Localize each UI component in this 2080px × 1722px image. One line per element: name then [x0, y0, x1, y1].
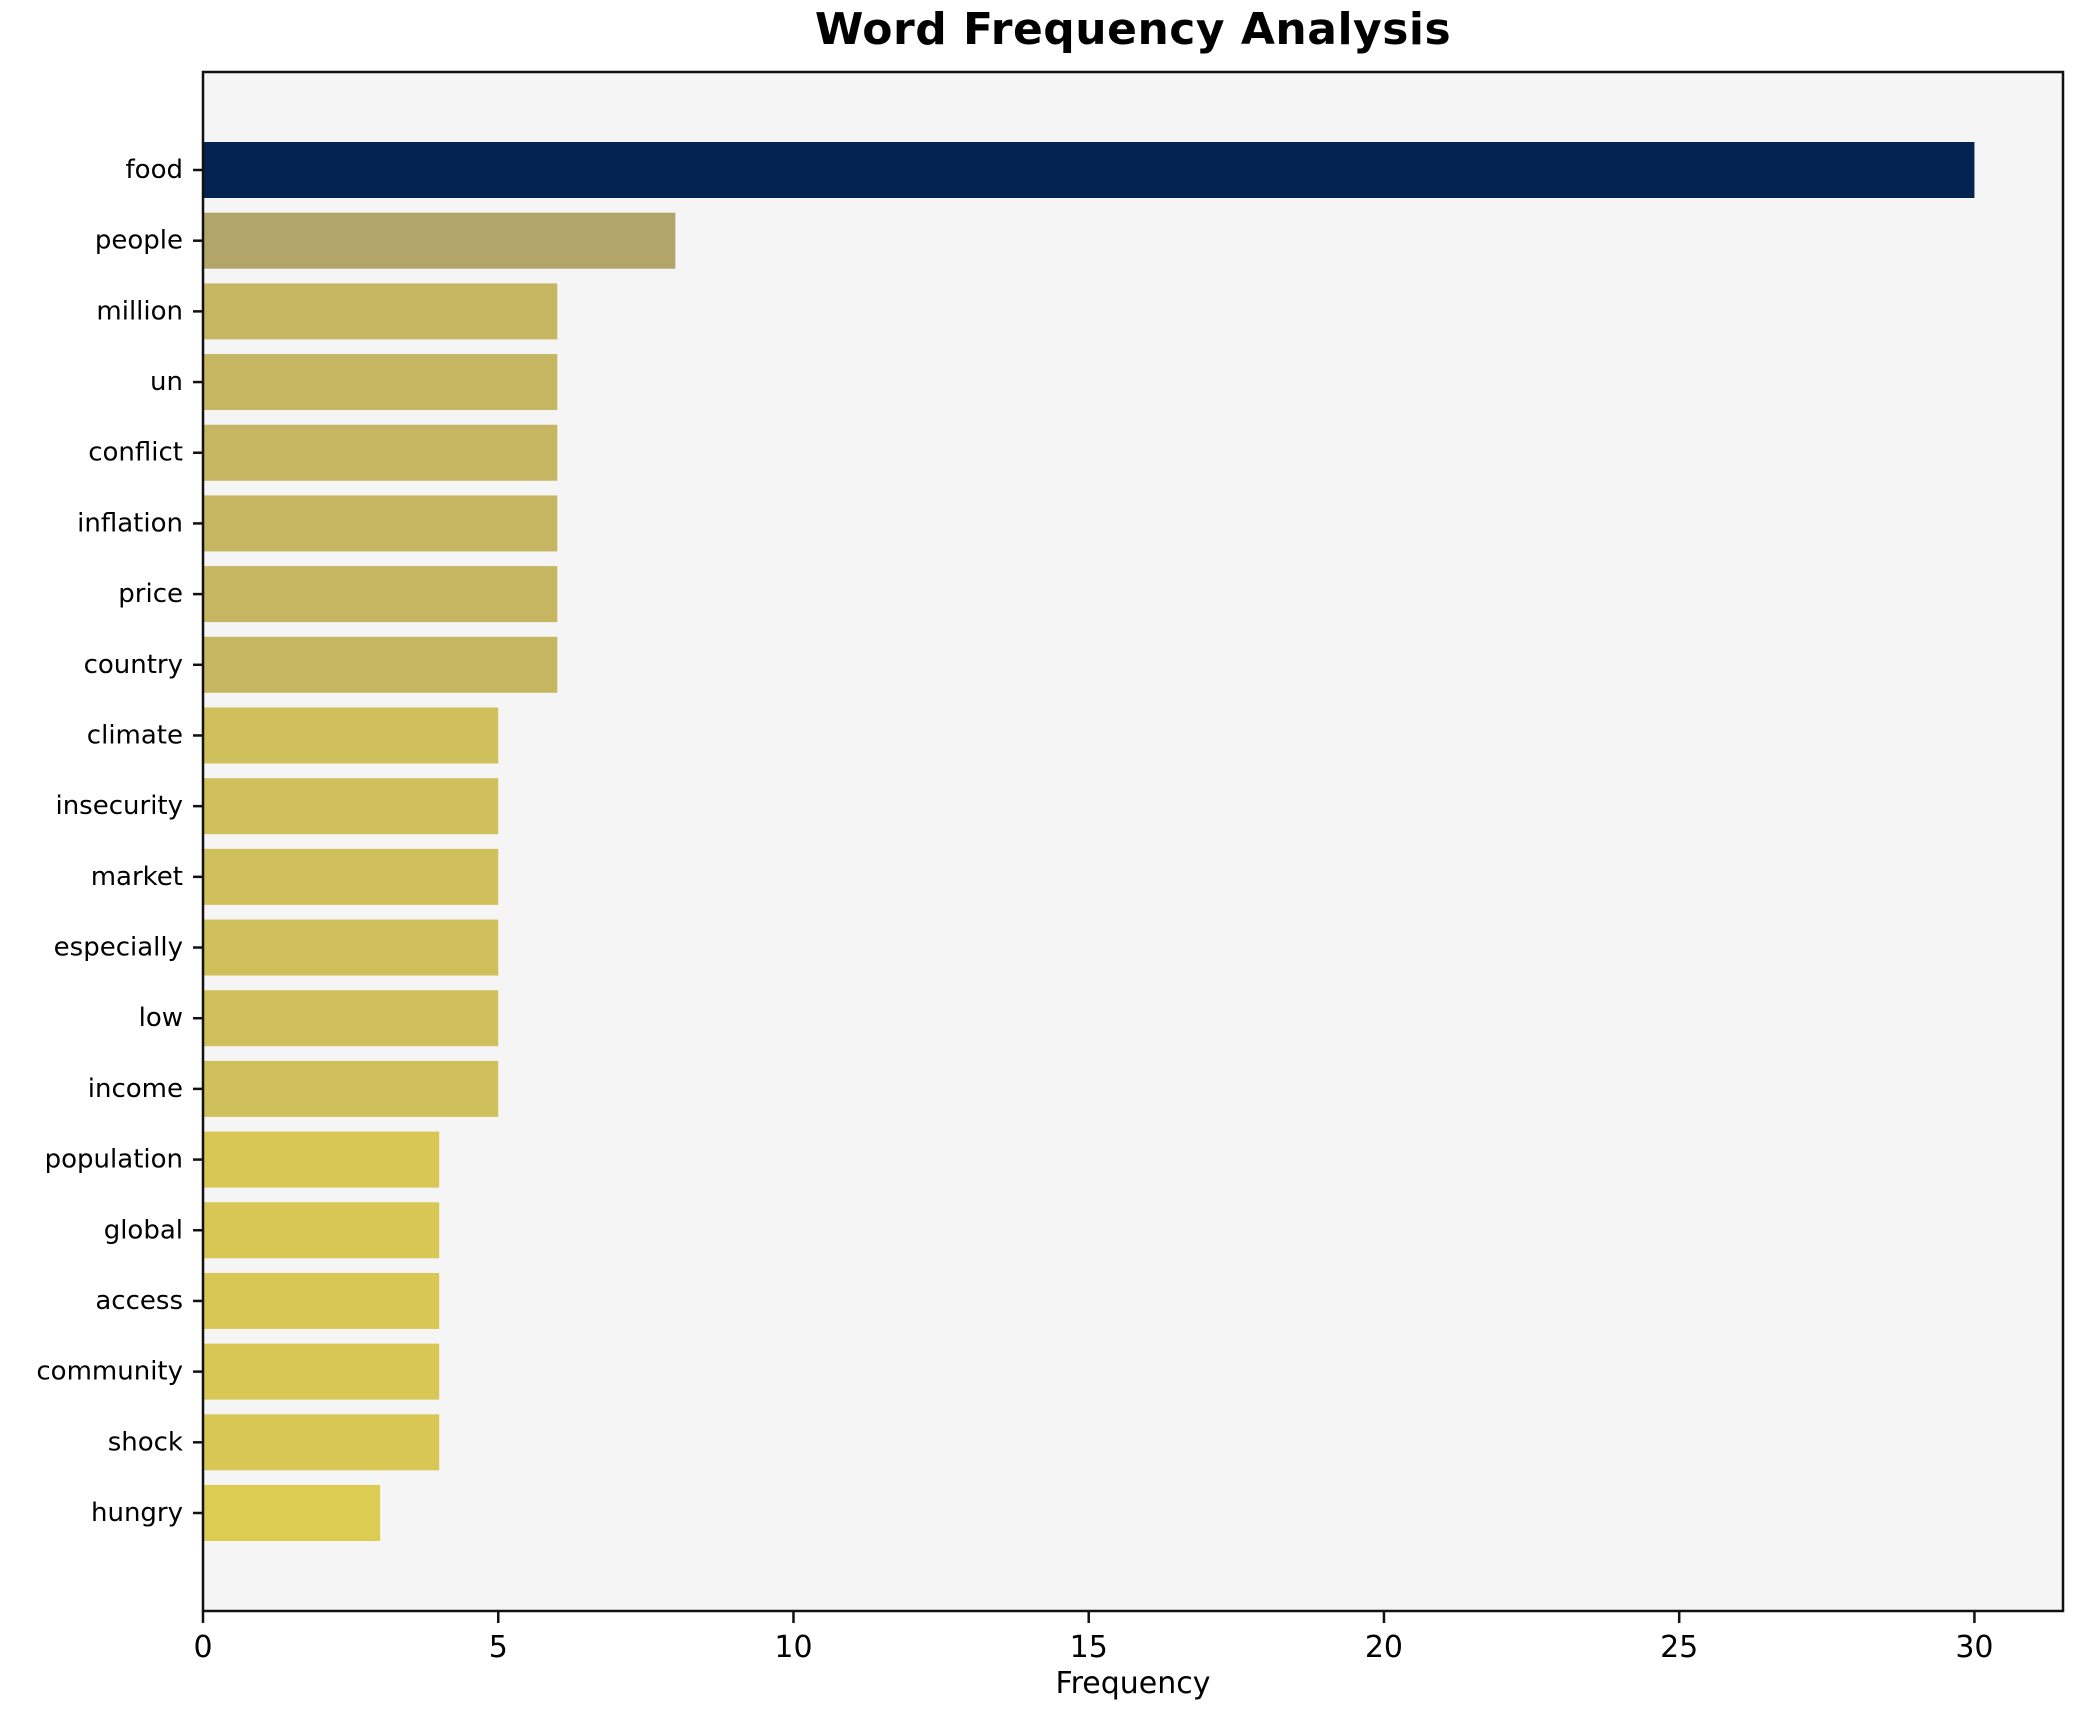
y-tick-label-income: income [88, 1074, 183, 1104]
bar-market [203, 848, 499, 905]
bar-global [203, 1202, 440, 1259]
bar-access [203, 1272, 440, 1329]
bar-country [203, 636, 558, 693]
bar-food [203, 142, 1975, 198]
plot-frame [201, 70, 2065, 1613]
x-tick-label-0: 0 [193, 1630, 212, 1665]
x-tick-label-10: 10 [774, 1630, 812, 1665]
bar-un [203, 354, 558, 411]
bar-hungry [203, 1485, 381, 1541]
y-tick-label-climate: climate [87, 720, 183, 750]
bar-income [203, 1060, 499, 1117]
y-tick-label-hungry: hungry [91, 1498, 183, 1528]
bar-price [203, 566, 558, 623]
bar-people [203, 212, 676, 269]
y-tick-label-country: country [84, 650, 183, 680]
y-tick-label-especially: especially [54, 933, 183, 963]
bar-shock [203, 1414, 440, 1471]
y-tick-label-shock: shock [108, 1427, 183, 1457]
y-tick-label-people: people [95, 226, 183, 256]
y-tick-label-market: market [91, 862, 183, 892]
x-axis-label: Frequency [1055, 1666, 1211, 1701]
y-tick-label-price: price [118, 579, 183, 609]
bar-low [203, 990, 499, 1047]
y-tick-label-community: community [36, 1357, 183, 1387]
bar-especially [203, 919, 499, 976]
x-tick-label-25: 25 [1660, 1630, 1698, 1665]
bar-insecurity [203, 778, 499, 835]
chart-title: Word Frequency Analysis [814, 4, 1452, 55]
y-tick-label-population: population [45, 1145, 183, 1175]
y-tick-label-food: food [126, 155, 183, 185]
y-tick-label-un: un [150, 367, 183, 397]
y-tick-label-inflation: inflation [77, 508, 183, 538]
y-tick-label-global: global [104, 1215, 183, 1245]
x-tick-label-15: 15 [1070, 1630, 1108, 1665]
y-tick-label-low: low [139, 1003, 183, 1033]
bar-population [203, 1131, 440, 1188]
y-tick-label-access: access [95, 1286, 183, 1316]
x-tick-label-30: 30 [1955, 1630, 1993, 1665]
bar-community [203, 1343, 440, 1400]
bar-climate [203, 707, 499, 764]
y-tick-label-conflict: conflict [88, 438, 183, 468]
y-tick-label-million: million [96, 296, 183, 326]
y-tick-label-insecurity: insecurity [55, 791, 183, 821]
bar-million [203, 283, 558, 340]
bar-inflation [203, 495, 558, 552]
x-tick-label-5: 5 [489, 1630, 508, 1665]
x-tick-label-20: 20 [1365, 1630, 1403, 1665]
bar-conflict [203, 424, 558, 481]
